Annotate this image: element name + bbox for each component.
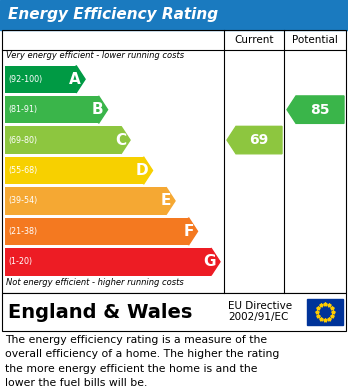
Text: (1-20): (1-20) (8, 257, 32, 266)
Bar (307, 299, 343, 325)
Polygon shape (287, 96, 344, 123)
Bar (2, 293, 346, 331)
Bar (2, 30, 346, 293)
Text: England & Wales: England & Wales (8, 303, 192, 321)
Bar (0, 0, 348, 30)
Text: 85: 85 (310, 103, 330, 117)
Text: Potential: Potential (292, 35, 338, 45)
Polygon shape (227, 126, 282, 154)
Text: 69: 69 (250, 133, 269, 147)
Text: The energy efficiency rating is a measure of the
overall efficiency of a home. T: The energy efficiency rating is a measur… (5, 335, 279, 388)
Text: G: G (204, 254, 216, 269)
Polygon shape (98, 96, 108, 123)
Text: Current: Current (234, 35, 274, 45)
Text: D: D (136, 163, 149, 178)
Text: (81-91): (81-91) (8, 105, 37, 114)
Text: E: E (161, 194, 171, 208)
Text: Very energy efficient - lower running costs: Very energy efficient - lower running co… (6, 51, 184, 60)
Text: (21-38): (21-38) (8, 227, 37, 236)
Polygon shape (211, 248, 220, 276)
Bar (5, 157, 143, 184)
Text: C: C (115, 133, 126, 147)
Bar (5, 218, 189, 245)
Text: Energy Efficiency Rating: Energy Efficiency Rating (8, 7, 218, 23)
Polygon shape (76, 66, 85, 93)
Polygon shape (121, 126, 130, 154)
Bar (5, 248, 211, 276)
Text: (92-100): (92-100) (8, 75, 42, 84)
Bar (5, 66, 76, 93)
Polygon shape (143, 157, 152, 184)
Polygon shape (166, 187, 175, 215)
Bar (5, 96, 98, 123)
Text: F: F (183, 224, 193, 239)
Text: Not energy efficient - higher running costs: Not energy efficient - higher running co… (6, 278, 184, 287)
Text: (39-54): (39-54) (8, 196, 37, 205)
Polygon shape (189, 218, 198, 245)
Bar (5, 126, 121, 154)
Text: A: A (69, 72, 81, 87)
Text: EU Directive: EU Directive (228, 301, 292, 311)
Bar (5, 187, 166, 215)
Text: (69-80): (69-80) (8, 136, 37, 145)
Text: (55-68): (55-68) (8, 166, 37, 175)
Text: B: B (92, 102, 104, 117)
Text: 2002/91/EC: 2002/91/EC (228, 312, 288, 322)
